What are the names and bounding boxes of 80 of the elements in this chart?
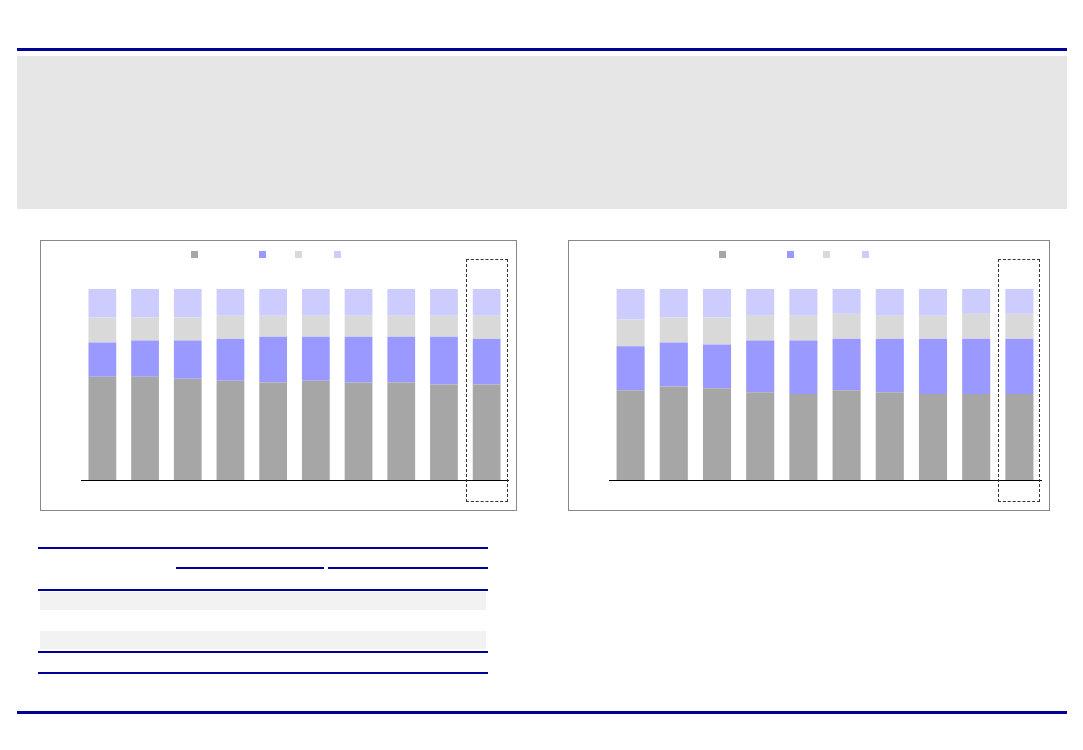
bar <box>131 289 159 318</box>
bar <box>702 344 732 389</box>
bar <box>131 340 159 377</box>
bar <box>616 390 645 480</box>
bar <box>659 386 688 480</box>
bar <box>962 313 991 339</box>
bar <box>832 390 861 480</box>
bar <box>430 384 458 480</box>
bar <box>962 394 991 480</box>
bar <box>131 317 159 341</box>
bar <box>88 342 117 377</box>
bar <box>216 315 245 339</box>
bar <box>702 289 732 318</box>
bar <box>918 394 948 480</box>
bar <box>430 289 458 316</box>
bar <box>472 384 501 480</box>
bar <box>387 289 416 316</box>
bar <box>173 289 202 318</box>
bar <box>387 315 416 337</box>
bar <box>259 315 288 337</box>
bar <box>746 289 775 316</box>
bar <box>216 289 245 316</box>
bar <box>88 289 117 318</box>
bar <box>659 342 688 387</box>
bar <box>918 338 948 395</box>
bar <box>875 315 904 339</box>
bar <box>472 289 501 316</box>
bar <box>216 338 245 381</box>
bar <box>918 289 948 316</box>
bar <box>344 336 373 383</box>
bar <box>702 317 732 345</box>
bar <box>344 315 373 337</box>
bar <box>88 376 117 480</box>
bar <box>173 340 202 379</box>
bar <box>789 394 818 480</box>
bar <box>616 319 645 347</box>
bar <box>1005 289 1034 314</box>
bar <box>875 289 904 316</box>
bar <box>1005 313 1034 339</box>
bar <box>832 289 861 314</box>
bar <box>344 382 373 480</box>
bar <box>962 289 991 314</box>
bar <box>1005 338 1034 395</box>
bar <box>344 289 373 316</box>
bar <box>301 315 330 337</box>
bar <box>88 317 117 343</box>
bar <box>789 340 818 395</box>
bar <box>387 336 416 383</box>
bar <box>832 313 861 339</box>
bar <box>789 315 818 341</box>
bar <box>387 382 416 480</box>
bar <box>301 289 330 316</box>
bar <box>616 289 645 320</box>
bar <box>962 338 991 395</box>
bar <box>173 378 202 480</box>
bar <box>216 380 245 480</box>
bar <box>746 340 775 393</box>
bar <box>659 289 688 318</box>
bar <box>301 380 330 480</box>
bar <box>875 392 904 480</box>
bar <box>173 317 202 341</box>
bar <box>918 315 948 339</box>
bar <box>259 289 288 316</box>
bar <box>1005 394 1034 480</box>
bar <box>301 336 330 381</box>
bar <box>259 382 288 480</box>
bar <box>832 338 861 391</box>
bar <box>259 336 288 383</box>
bar <box>746 315 775 341</box>
bar <box>472 315 501 339</box>
bar <box>789 289 818 316</box>
bar <box>616 346 645 391</box>
bar <box>659 317 688 343</box>
bar <box>472 338 501 385</box>
bar <box>875 338 904 393</box>
bar <box>430 336 458 385</box>
bar <box>430 315 458 337</box>
bar <box>746 392 775 480</box>
bar <box>702 388 732 480</box>
bar <box>131 376 159 480</box>
